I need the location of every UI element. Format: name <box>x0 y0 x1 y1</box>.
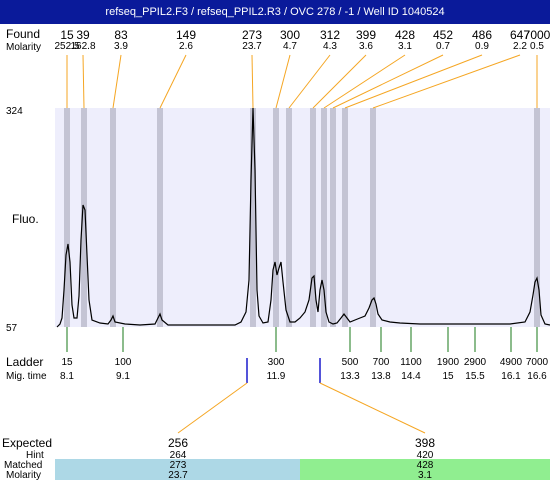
peak-band <box>534 108 540 327</box>
found-connector <box>82 54 85 109</box>
peak-band <box>273 108 279 327</box>
found-peak-molarity: 4.3 <box>323 41 337 52</box>
peak-band <box>81 108 87 327</box>
found-connector <box>159 54 187 109</box>
peak-band <box>342 108 348 327</box>
matched-label: Matched <box>4 460 43 471</box>
ladder-size: 100 <box>114 357 132 368</box>
peak-band <box>310 108 316 327</box>
found-peak-molarity: 2.2 <box>513 41 527 52</box>
found-peak-molarity: 252.5 <box>54 41 80 52</box>
ladder-mig-time: 9.1 <box>116 371 130 382</box>
found-peak-molarity: 0.9 <box>475 41 489 52</box>
found-peak-size: 39 <box>76 28 90 42</box>
found-peak-molarity: 3.6 <box>359 41 373 52</box>
found-connector <box>332 54 444 109</box>
found-peak-molarity: 3.9 <box>114 41 128 52</box>
hint-value: 264 <box>169 450 187 461</box>
found-peak-size: 273 <box>241 28 263 42</box>
mig-time-label: Mig. time <box>6 371 47 382</box>
found-peak-molarity: 23.7 <box>242 41 262 52</box>
ladder-mig-time: 13.8 <box>371 371 391 382</box>
hint-value: 420 <box>416 450 434 461</box>
ladder-mig-time: 15 <box>442 371 454 382</box>
found-connector <box>275 54 291 109</box>
matched-band <box>300 459 550 480</box>
found-peak-molarity: 0.5 <box>530 41 544 52</box>
found-connector <box>372 54 521 109</box>
peak-band <box>157 108 163 327</box>
ladder-mig-time: 11.9 <box>266 371 286 382</box>
ladder-size: 1100 <box>400 357 422 368</box>
molarity-bottom-label: Molarity <box>6 470 42 481</box>
found-peak-molarity: 2.6 <box>179 41 193 52</box>
found-connector <box>288 54 331 109</box>
matched-molarity: 3.1 <box>418 470 432 481</box>
matched-value: 428 <box>416 460 434 471</box>
found-peak-molarity: 4.7 <box>283 41 297 52</box>
peak-band <box>250 108 256 327</box>
found-peak-molarity: 0.7 <box>436 41 450 52</box>
y-axis-max: 324 <box>6 106 23 117</box>
found-peak-size: 452 <box>432 28 454 42</box>
found-peak-size: 7000 <box>523 28 550 42</box>
ladder-size: 1900 <box>436 357 460 368</box>
fluorescence-trace <box>56 107 550 328</box>
found-peak-size: 300 <box>279 28 301 42</box>
ladder-size: 700 <box>372 357 390 368</box>
ladder-mig-time: 15.5 <box>465 371 485 382</box>
found-connector <box>251 54 254 109</box>
found-peak-size: 149 <box>175 28 197 42</box>
expected-size: 398 <box>414 436 436 450</box>
found-label: Found <box>6 27 41 41</box>
ladder-size: 15 <box>61 357 73 368</box>
found-peak-molarity: 3.1 <box>398 41 412 52</box>
expected-size: 256 <box>167 436 189 450</box>
expected-connector <box>177 382 248 434</box>
found-connector <box>312 54 367 109</box>
title-bar: refseq_PPIL2.F3 / refseq_PPIL2.R3 / OVC … <box>0 0 550 24</box>
matched-molarity: 23.7 <box>168 470 188 481</box>
ladder-mig-time: 14.4 <box>401 371 421 382</box>
found-peak-molarity: 162.8 <box>70 41 96 52</box>
ladder-mig-time: 16.6 <box>527 371 547 382</box>
ladder-mig-time: 13.3 <box>340 371 360 382</box>
ladder-size: 300 <box>267 357 285 368</box>
found-peak-size: 312 <box>319 28 341 42</box>
fluo-label: Fluo. <box>12 212 39 226</box>
ladder-size: 2900 <box>463 357 487 368</box>
found-connector <box>323 54 406 109</box>
ladder-label: Ladder <box>6 355 44 369</box>
y-axis-min: 57 <box>6 323 18 334</box>
found-peak-size: 399 <box>355 28 377 42</box>
peak-band <box>321 108 327 327</box>
found-peak-size: 15 <box>60 28 74 42</box>
ladder-size: 7000 <box>525 357 549 368</box>
expected-connector <box>319 382 426 434</box>
found-peak-size: 83 <box>114 28 128 42</box>
peak-band <box>110 108 116 327</box>
molarity-label: Molarity <box>6 42 42 53</box>
peak-band <box>286 108 292 327</box>
peak-band <box>330 108 336 327</box>
peak-band <box>370 108 376 327</box>
found-peak-size: 486 <box>471 28 493 42</box>
found-connector <box>112 54 122 109</box>
expected-label: Expected <box>2 436 53 450</box>
ladder-mig-time: 16.1 <box>501 371 521 382</box>
plot-area <box>55 108 550 327</box>
matched-band <box>55 459 300 480</box>
ladder-size: 500 <box>341 357 359 368</box>
ladder-mig-time: 8.1 <box>60 371 74 382</box>
found-connector <box>344 54 483 109</box>
found-peak-size: 428 <box>394 28 416 42</box>
peak-band <box>64 108 70 327</box>
hint-label: Hint <box>26 450 44 461</box>
found-peak-size: 647 <box>509 28 531 42</box>
ladder-size: 4900 <box>499 357 523 368</box>
matched-value: 273 <box>169 460 187 471</box>
